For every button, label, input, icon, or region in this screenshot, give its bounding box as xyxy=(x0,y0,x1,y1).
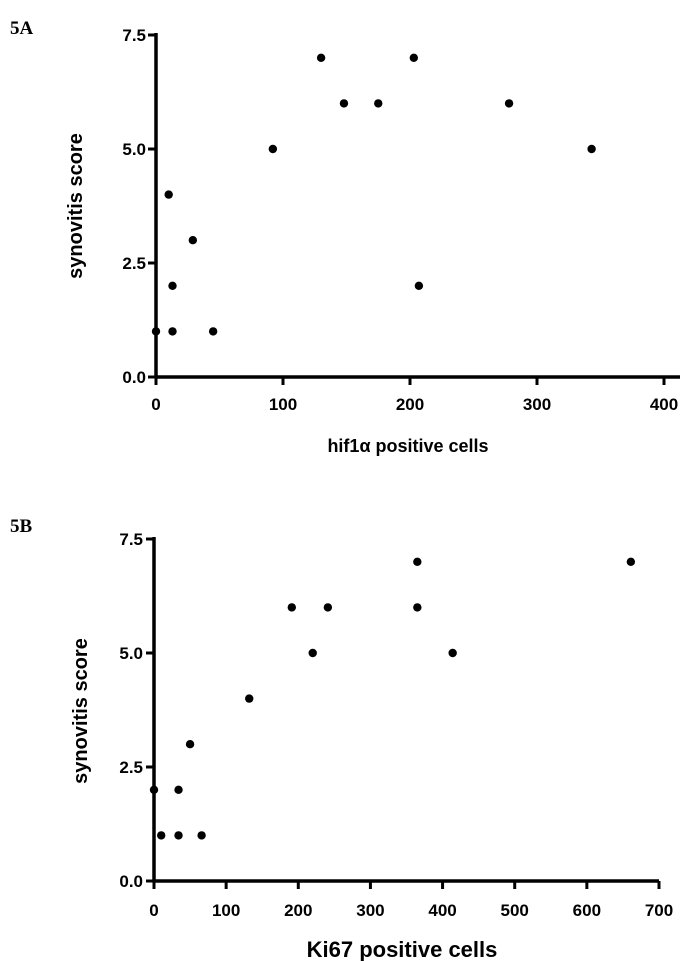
panel-5b-x-tick-label: 600 xyxy=(573,901,601,920)
panel-5b-x-tick-label: 400 xyxy=(428,901,456,920)
panel-5b-data-point xyxy=(245,694,254,703)
panel-5a-data-point xyxy=(504,99,514,108)
panel-5a-x-axis-title: hif1α positive cells xyxy=(327,436,488,456)
panel-5b-data-point xyxy=(413,557,422,566)
panel-5a-data-point xyxy=(168,281,177,290)
panel-5b-y-tick-label: 7.5 xyxy=(119,530,143,549)
panel-5b-data-point xyxy=(626,557,636,566)
panel-5a-y-tick-label: 0.0 xyxy=(122,368,146,387)
panel-5b-data-point xyxy=(308,648,317,658)
panel-5b-data-point xyxy=(157,831,166,840)
panel-5b-label: 5B xyxy=(10,516,33,537)
panel-5a-label: 5A xyxy=(10,18,34,39)
panel-5b-y-axis-title: synovitis score xyxy=(70,638,92,784)
panel-5a-data-point xyxy=(168,327,177,336)
panel-5b-data-point xyxy=(323,603,333,612)
panel-5a-data-point xyxy=(208,327,218,336)
panel-5b-y-tick-label: 5.0 xyxy=(119,644,143,663)
panel-5a-x-tick-label: 0 xyxy=(151,395,160,414)
panel-5b-data-point xyxy=(174,831,183,840)
panel-5a-data-point xyxy=(151,327,161,336)
panel-5b-data-point xyxy=(185,740,195,749)
panel-5b-x-tick-label: 200 xyxy=(284,901,312,920)
panel-5b-x-tick-label: 0 xyxy=(149,901,158,920)
panel-5a-data-point xyxy=(339,99,349,108)
panel-5b-x-axis-title: Ki67 positive cells xyxy=(307,937,498,961)
panel-5b-x-tick-label: 500 xyxy=(501,901,529,920)
panel-5a-data-point xyxy=(374,99,383,108)
panel-5b-y-tick-label: 0.0 xyxy=(119,872,143,891)
panel-5a-y-tick-label: 2.5 xyxy=(122,254,146,273)
panel-5a-data-point xyxy=(587,144,596,154)
panel-5b-data-point xyxy=(174,785,183,794)
panel-5b-data-point xyxy=(287,603,296,612)
panel-5b-data-point xyxy=(413,603,422,612)
panel-5a-data-point xyxy=(164,190,173,199)
panel-5a-data-point xyxy=(316,53,326,62)
panel-5a-data-point xyxy=(188,236,198,245)
panel-5b-x-tick-label: 100 xyxy=(212,901,240,920)
panel-5a-x-tick-label: 300 xyxy=(523,395,551,414)
panel-5b-x-tick-label: 300 xyxy=(356,901,384,920)
panel-5a-x-tick-label: 400 xyxy=(650,395,678,414)
panel-5b-data-point xyxy=(149,785,159,794)
panel-5a-y-tick-label: 5.0 xyxy=(122,140,146,159)
panel-5a-data-point xyxy=(268,144,278,154)
panel-5b-y-tick-label: 2.5 xyxy=(119,758,143,777)
panel-5a-x-tick-label: 200 xyxy=(396,395,424,414)
panel-5a-data-point xyxy=(409,53,419,62)
panel-5a-y-tick-label: 7.5 xyxy=(122,26,146,45)
panel-5b-data-point xyxy=(448,648,457,658)
panel-5a-x-tick-label: 100 xyxy=(269,395,297,414)
panel-5a-y-axis-title: synovitis score xyxy=(65,133,87,279)
panel-5b-data-point xyxy=(197,831,206,840)
panel-5b-x-tick-label: 700 xyxy=(645,901,673,920)
panel-5a-data-point xyxy=(414,281,424,290)
